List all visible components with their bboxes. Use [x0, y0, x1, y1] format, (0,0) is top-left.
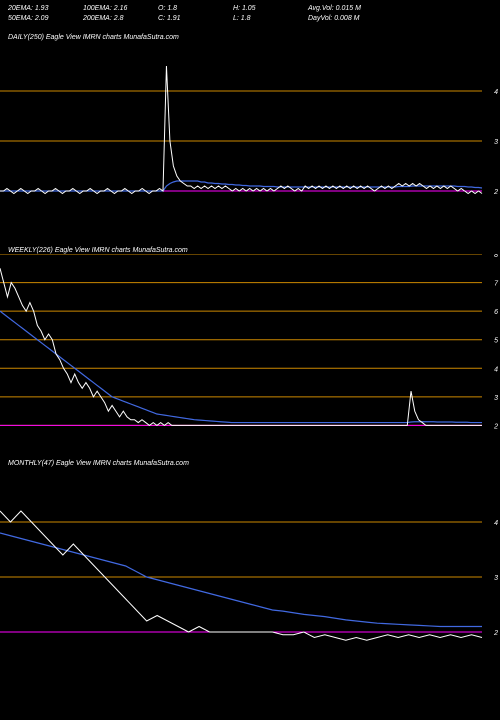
dayvol-stat: DayVol: 0.008 M	[308, 14, 403, 24]
stats-row-2: 50EMA: 2.09 200EMA: 2.8 C: 1.91 L: 1.8 D…	[8, 14, 492, 24]
ema100-stat: 100EMA: 2.16	[83, 4, 158, 14]
svg-text:8: 8	[494, 254, 498, 259]
weekly-chart-title: WEEKLY(226) Eagle View IMRN charts Munaf…	[0, 241, 500, 254]
avgvol-stat: Avg.Vol: 0.015 M	[308, 4, 403, 14]
ema200-stat: 200EMA: 2.8	[83, 14, 158, 24]
daily-chart-title: DAILY(250) Eagle View IMRN charts Munafa…	[0, 28, 500, 41]
daily-chart: 2 3 4	[0, 41, 500, 241]
svg-text:3: 3	[494, 394, 498, 401]
svg-text:2: 2	[493, 189, 498, 196]
monthly-chart-title: MONTHLY(47) Eagle View IMRN charts Munaf…	[0, 454, 500, 467]
monthly-chart: 2 3 4	[0, 467, 500, 687]
close-stat: C: 1.91	[158, 14, 233, 24]
ema20-stat: 20EMA: 1.93	[8, 4, 83, 14]
weekly-chart: 2 3 4 5 6 7 8	[0, 254, 500, 454]
svg-text:7: 7	[494, 280, 499, 287]
high-stat: H: 1.05	[233, 4, 308, 14]
svg-text:4: 4	[494, 89, 498, 96]
svg-text:2: 2	[493, 423, 498, 430]
svg-text:2: 2	[493, 630, 498, 637]
svg-text:5: 5	[494, 337, 498, 344]
header-stats: 20EMA: 1.93 100EMA: 2.16 O: 1.8 H: 1.05 …	[0, 0, 500, 28]
svg-text:3: 3	[494, 575, 498, 582]
svg-text:6: 6	[494, 309, 498, 316]
open-stat: O: 1.8	[158, 4, 233, 14]
svg-text:4: 4	[494, 520, 498, 527]
ema50-stat: 50EMA: 2.09	[8, 14, 83, 24]
stats-row-1: 20EMA: 1.93 100EMA: 2.16 O: 1.8 H: 1.05 …	[8, 4, 492, 14]
low-stat: L: 1.8	[233, 14, 308, 24]
svg-text:4: 4	[494, 366, 498, 373]
svg-text:3: 3	[494, 139, 498, 146]
